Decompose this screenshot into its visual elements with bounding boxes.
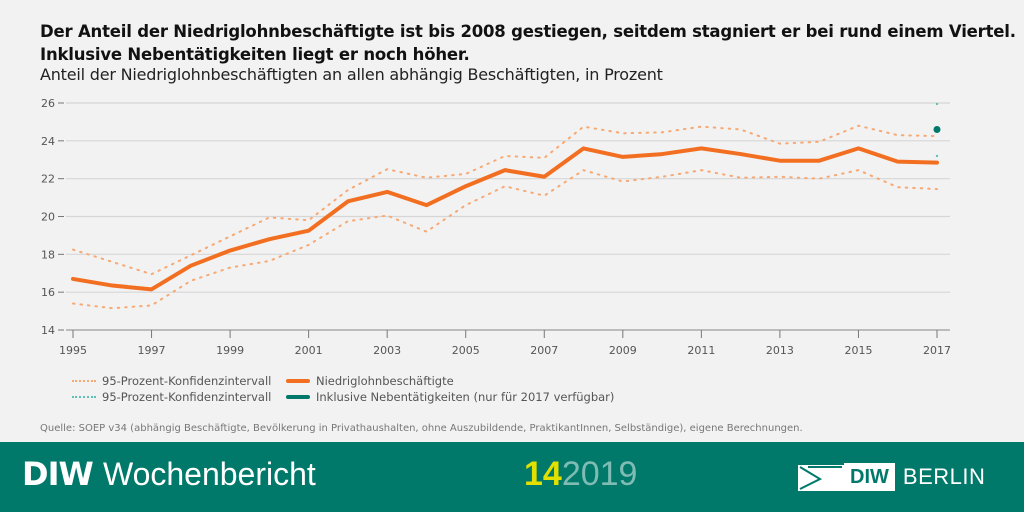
legend-item-incl: Inklusive Nebentätigkeiten (nur für 2017…: [286, 389, 614, 405]
x-tick-label: 2007: [530, 344, 558, 357]
x-tick-label: 2001: [295, 344, 323, 357]
x-tick-label: 1999: [216, 344, 244, 357]
legend-label: Niedriglohnbeschäftigte: [316, 374, 454, 388]
legend-right: Niedriglohnbeschäftigte Inklusive Nebent…: [286, 373, 614, 405]
chart-title: Der Anteil der Niedriglohnbeschäftigte i…: [40, 20, 1016, 66]
y-axis: 14 16 18 20 22 24 26: [41, 97, 64, 337]
x-tick-label: 2005: [452, 344, 480, 357]
chart-title-line2: Inklusive Nebentätigkeiten liegt er noch…: [40, 45, 470, 64]
legend-swatch-solid-teal: [286, 395, 310, 399]
legend-swatch-dotted-orange: [72, 380, 96, 382]
legend-label: Inklusive Nebentätigkeiten (nur für 2017…: [316, 390, 615, 404]
ci-upper-point-teal: [935, 102, 939, 106]
x-tick-label: 2017: [923, 344, 951, 357]
y-tick-label: 14: [41, 324, 55, 337]
diw-logo-icon: [798, 465, 844, 491]
line-chart: 14 16 18 20 22 24 26 1995 1997 1999 2001 2003 2005 2…: [41, 97, 951, 357]
brand-name: Wochenbericht: [102, 456, 316, 492]
legend-item-main: Niedriglohnbeschäftigte: [286, 373, 614, 389]
series-line-ci-upper: [72, 124, 938, 276]
series-line-ci-lower: [72, 169, 938, 310]
issue-number: 14: [524, 455, 562, 493]
y-tick-label: 26: [41, 97, 55, 110]
x-tick-label: 1997: [138, 344, 166, 357]
x-tick-label: 2011: [687, 344, 715, 357]
diw-berlin-logo: DIW BERLIN: [798, 462, 985, 492]
grid: [66, 102, 950, 331]
legend-left: 95-Prozent-Konfidenzintervall 95-Prozent…: [72, 373, 271, 405]
chart-subtitle: Anteil der Niedriglohnbeschäftigten an a…: [40, 65, 663, 84]
series-line-niedriglohn: [71, 146, 939, 292]
legend-item-ci-orange: 95-Prozent-Konfidenzintervall: [72, 373, 271, 389]
legend-item-ci-teal: 95-Prozent-Konfidenzintervall: [72, 389, 271, 405]
footer-bar: DIW Wochenbericht 142019 DIW BERLIN: [0, 442, 1024, 512]
publication-brand: DIW Wochenbericht: [22, 454, 316, 494]
chart-title-line1: Der Anteil der Niedriglohnbeschäftigte i…: [40, 22, 1016, 41]
logo-box-text: DIW: [844, 463, 895, 491]
x-tick-label: 2009: [609, 344, 637, 357]
legend-swatch-dotted-teal: [72, 396, 96, 398]
x-tick-label: 2003: [373, 344, 401, 357]
y-tick-label: 22: [41, 173, 55, 186]
legend-label: 95-Prozent-Konfidenzintervall: [102, 390, 272, 404]
logo-text: BERLIN: [902, 464, 986, 489]
y-tick-label: 18: [41, 248, 55, 261]
legend-label: 95-Prozent-Konfidenzintervall: [102, 374, 272, 388]
y-tick-label: 24: [41, 135, 55, 148]
x-tick-label: 1995: [59, 344, 87, 357]
legend-swatch-solid-orange: [286, 379, 310, 383]
source-note: Quelle: SOEP v34 (abhängig Beschäftigte,…: [40, 423, 803, 434]
brand-bold: DIW: [22, 455, 94, 493]
issue-year: 2019: [561, 455, 638, 493]
y-tick-label: 16: [41, 286, 55, 299]
x-tick-label: 2013: [766, 344, 794, 357]
x-tick-label: 2015: [844, 344, 872, 357]
issue-info: 142019: [524, 454, 637, 494]
y-tick-label: 20: [41, 211, 55, 224]
incl-nebentaetigkeiten-point: [933, 125, 941, 133]
x-axis: 1995 1997 1999 2001 2003 2005 2007 2009 2011 2013…: [59, 330, 951, 357]
ci-lower-point-teal: [935, 154, 939, 158]
series-layer: [71, 102, 941, 310]
